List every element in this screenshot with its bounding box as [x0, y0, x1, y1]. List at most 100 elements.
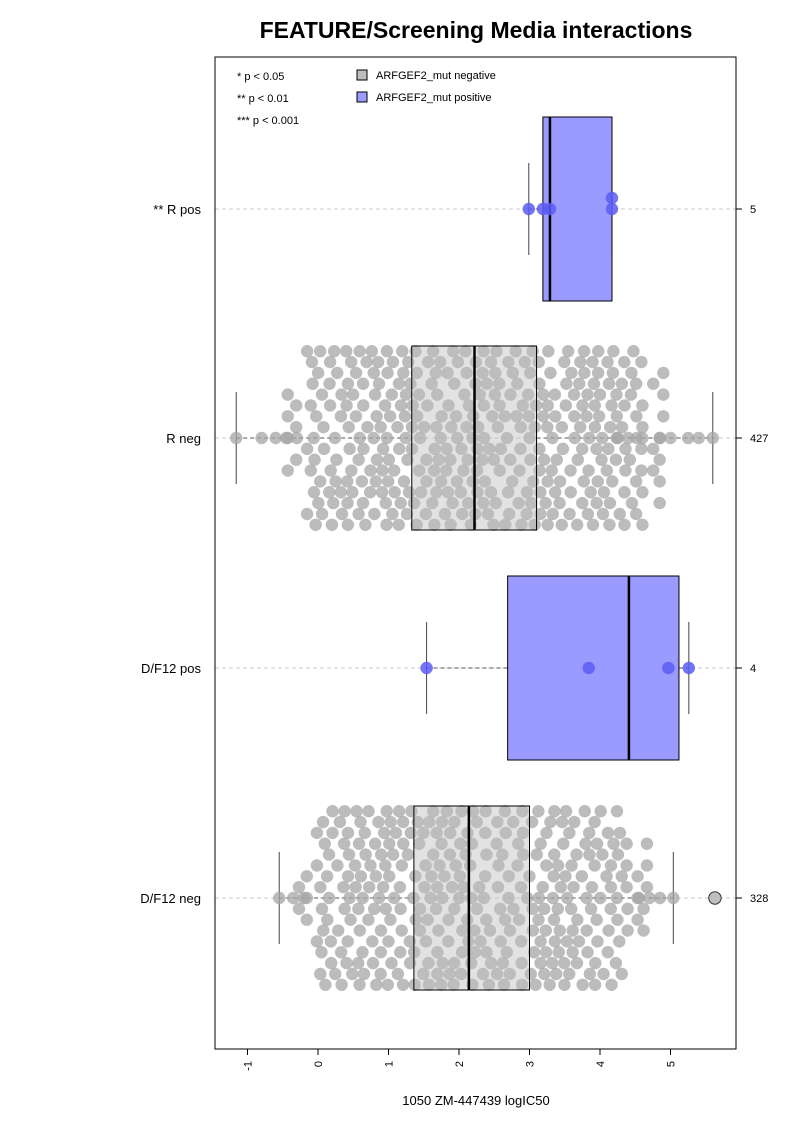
- data-point: [440, 442, 453, 456]
- data-point: [664, 431, 677, 445]
- data-point: [545, 464, 558, 477]
- data-point: [603, 518, 616, 531]
- data-point: [484, 956, 498, 970]
- data-point: [604, 880, 618, 894]
- data-point: [434, 355, 447, 369]
- data-point: [580, 410, 593, 423]
- data-point: [309, 518, 322, 531]
- data-point: [510, 410, 523, 423]
- data-point: [421, 913, 434, 926]
- data-point: [635, 464, 648, 477]
- data-point: [550, 453, 563, 466]
- data-point: [343, 442, 356, 456]
- data-point: [596, 507, 610, 521]
- x-tick-label: 2: [454, 1061, 466, 1067]
- data-point: [603, 496, 617, 510]
- data-point: [522, 410, 536, 423]
- data-point: [300, 507, 314, 521]
- data-point: [230, 431, 243, 445]
- data-point: [323, 486, 336, 499]
- data-point: [516, 399, 529, 412]
- data-point: [506, 366, 520, 380]
- data-point: [341, 826, 355, 840]
- data-point: [483, 924, 497, 937]
- data-point: [571, 453, 584, 466]
- data-point: [424, 891, 437, 905]
- data-point: [334, 946, 348, 959]
- data-point: [520, 507, 533, 521]
- data-point: [559, 399, 572, 412]
- data-point: [637, 924, 650, 937]
- data-point: [464, 859, 477, 872]
- data-point: [560, 377, 573, 390]
- data-point: [561, 891, 574, 905]
- data-point: [300, 345, 314, 358]
- data-point: [647, 377, 660, 390]
- data-point: [316, 815, 330, 829]
- data-point: [592, 345, 605, 358]
- data-point: [547, 913, 561, 926]
- data-point: [625, 496, 639, 510]
- legend: * p < 0.05 ** p < 0.01 *** p < 0.001 ARFGEF…: [237, 69, 496, 127]
- data-point: [290, 431, 304, 445]
- data-point: [581, 946, 594, 959]
- data-point: [543, 202, 557, 216]
- data-point: [386, 355, 400, 369]
- data-point: [636, 420, 649, 434]
- data-point: [428, 442, 441, 456]
- data-point: [585, 880, 599, 894]
- data-point: [607, 345, 620, 358]
- data-point: [553, 475, 567, 488]
- data-point: [476, 967, 490, 981]
- data-point: [620, 859, 633, 872]
- data-point: [304, 464, 317, 477]
- data-point: [344, 355, 358, 369]
- data-point: [308, 453, 321, 466]
- data-point: [318, 837, 331, 850]
- data-point: [493, 464, 506, 477]
- data-point: [517, 848, 530, 861]
- data-point: [583, 826, 596, 840]
- data-point: [541, 518, 554, 531]
- data-point: [470, 902, 484, 916]
- data-point: [467, 410, 480, 423]
- data-point: [357, 399, 370, 412]
- data-point: [368, 837, 382, 850]
- x-tick-label: 4: [595, 1061, 607, 1067]
- boxes-layer: [411, 116, 680, 991]
- data-point: [604, 420, 617, 434]
- data-point: [601, 946, 615, 959]
- data-point: [364, 859, 377, 872]
- data-point: [349, 366, 363, 380]
- data-point: [618, 486, 631, 499]
- grid-layer: [215, 208, 736, 899]
- data-point: [434, 978, 448, 991]
- data-point: [363, 486, 377, 499]
- data-point: [449, 410, 463, 423]
- data-point: [397, 366, 410, 380]
- data-point: [549, 410, 562, 423]
- data-point: [623, 453, 637, 466]
- data-point: [635, 442, 648, 456]
- data-point: [576, 496, 589, 510]
- data-point: [473, 880, 486, 894]
- chart-title: FEATURE/Screening Media interactions: [260, 17, 693, 43]
- data-point: [526, 345, 539, 358]
- data-point: [419, 507, 433, 521]
- data-point: [341, 870, 355, 883]
- data-point: [380, 518, 393, 531]
- data-point: [552, 946, 565, 959]
- data-point: [368, 388, 382, 401]
- group-count: 4: [750, 663, 756, 675]
- data-point: [379, 496, 392, 510]
- data-point: [501, 486, 515, 499]
- data-point: [335, 388, 348, 401]
- data-point: [588, 399, 602, 412]
- data-point: [573, 377, 586, 390]
- data-point: [362, 805, 375, 818]
- data-point: [622, 431, 635, 445]
- data-point: [430, 420, 443, 434]
- data-point: [620, 837, 633, 850]
- data-point: [393, 880, 407, 894]
- data-point: [429, 902, 443, 916]
